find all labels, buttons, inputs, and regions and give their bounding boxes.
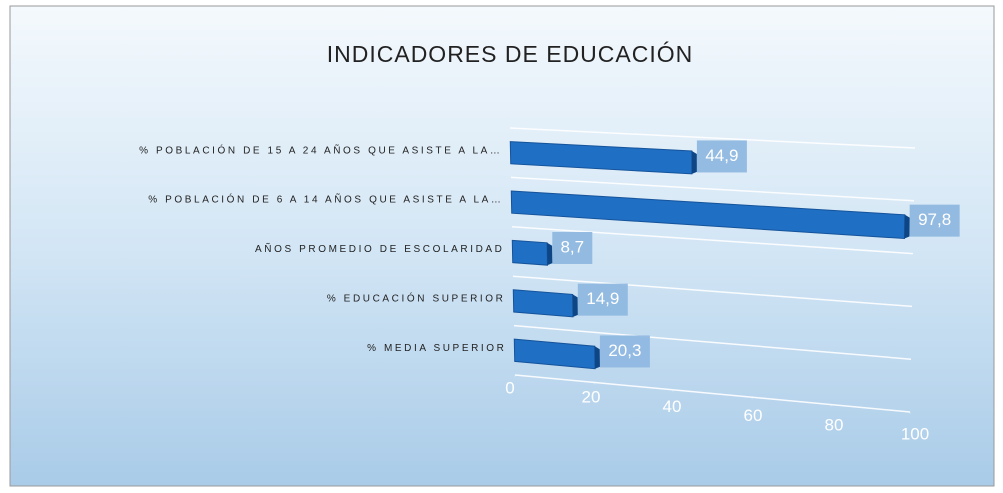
plot-background — [9, 5, 995, 487]
chart-title: INDICADORES DE EDUCACIÓN — [327, 41, 693, 67]
x-tick-label: 60 — [744, 406, 763, 425]
bar-end — [594, 346, 601, 369]
value-label: 20,3 — [608, 341, 641, 360]
floor-line — [510, 176, 915, 202]
category-label: % MEDIA SUPERIOR — [367, 343, 506, 354]
bar-group — [513, 338, 601, 370]
value-label: 8,7 — [560, 237, 584, 256]
x-tick-label: 20 — [582, 388, 601, 407]
value-label: 44,9 — [705, 146, 738, 165]
value-label: 14,9 — [586, 289, 619, 308]
floor-line — [513, 324, 912, 360]
bar-group — [512, 289, 578, 318]
bar-group — [511, 239, 553, 266]
value-label-box — [552, 231, 593, 264]
value-label-box — [599, 335, 650, 368]
x-tick-label: 80 — [825, 415, 844, 434]
floor-line — [514, 374, 911, 413]
value-label-box — [577, 283, 628, 316]
bar-end — [691, 150, 697, 174]
bar-group — [509, 141, 697, 175]
floor-line — [511, 226, 914, 255]
value-label-box — [909, 204, 960, 237]
value-label: 97,8 — [918, 210, 951, 229]
floor-line — [512, 275, 913, 308]
category-label: % EDUCACIÓN SUPERIOR — [327, 292, 506, 305]
bar-end — [572, 294, 578, 317]
category-label: AÑOS PROMEDIO DE ESCOLARIDAD — [255, 242, 505, 255]
bar-group — [510, 190, 910, 240]
category-label: % POBLACIÓN DE 6 A 14 AÑOS QUE ASISTE A … — [148, 193, 503, 206]
bar-end — [547, 242, 553, 266]
x-tick-label: 0 — [505, 378, 514, 397]
x-tick-label: 100 — [901, 424, 929, 443]
value-label-box — [696, 140, 747, 173]
category-label: % POBLACIÓN DE 15 A 24 AÑOS QUE ASISTE A… — [139, 143, 502, 156]
bar-end — [904, 214, 910, 239]
floor-line — [509, 127, 916, 149]
x-tick-label: 40 — [663, 397, 682, 416]
bar — [512, 289, 574, 318]
bar — [511, 239, 548, 266]
